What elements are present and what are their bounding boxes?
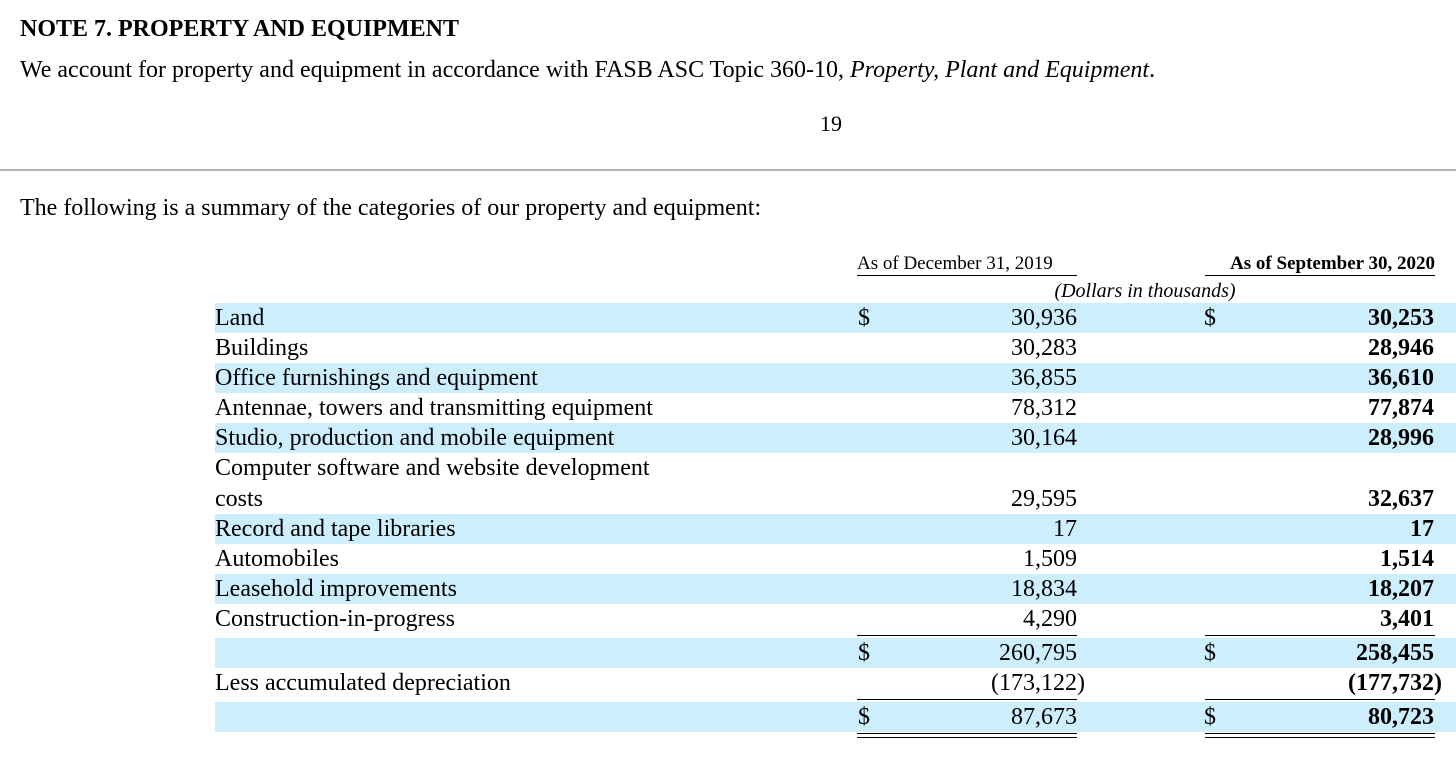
intro-italic-title: Property, Plant and Equipment: [849, 57, 1150, 83]
row-label: Antennae, towers and transmitting equipm…: [215, 395, 653, 421]
dollar-sign-2020: $: [1204, 305, 1216, 331]
value-2019: 30,283: [1011, 335, 1077, 361]
value-2020: 28,946: [1368, 335, 1434, 361]
value-2019: 17: [1053, 516, 1077, 542]
table-row: Studio, production and mobile equipment …: [215, 423, 1456, 453]
depreciation-2020: (177,732): [1348, 670, 1442, 696]
value-2020: 18,207: [1368, 576, 1434, 602]
subtotal-rule-2019: [857, 635, 1077, 636]
value-2020: 17: [1410, 516, 1434, 542]
value-2019: 30,936: [1011, 305, 1077, 331]
value-2019: 18,834: [1011, 576, 1077, 602]
row-label: Office furnishings and equipment: [215, 365, 538, 391]
row-label: Automobiles: [215, 546, 339, 572]
value-2019: 29,595: [1011, 486, 1077, 512]
table-row: Record and tape libraries 17 17: [215, 514, 1456, 544]
value-2019: 36,855: [1011, 365, 1077, 391]
table-row: Construction-in-progress 4,290 3,401: [215, 604, 1456, 634]
value-2020: 1,514: [1380, 546, 1434, 572]
dollar-sign-2019: $: [858, 305, 870, 331]
subtotal-row: $ 260,795 $ 258,455: [215, 638, 1456, 668]
subtotal-rule-2020: [1205, 635, 1435, 636]
table-row: Automobiles 1,509 1,514: [215, 544, 1456, 574]
value-2020: 77,874: [1368, 395, 1434, 421]
summary-sentence: The following is a summary of the catego…: [20, 195, 762, 221]
value-2019: 1,509: [1023, 546, 1077, 572]
page-number: 19: [820, 111, 842, 136]
table-row: Buildings 30,283 28,946: [215, 333, 1456, 363]
depreciation-2019: (173,122): [991, 670, 1085, 696]
dollar-sign-2019: $: [858, 704, 870, 730]
intro-end: .: [1149, 57, 1156, 83]
net-rule-2020: [1205, 699, 1435, 700]
row-label: Land: [215, 305, 265, 331]
dollar-sign-2020: $: [1204, 704, 1216, 730]
depreciation-row: Less accumulated depreciation (173,122) …: [215, 668, 1456, 698]
intro-text: We account for property and equipment in…: [20, 57, 850, 83]
value-2019: 30,164: [1011, 425, 1077, 451]
net-rule-2019: [857, 699, 1077, 700]
value-2020: 3,401: [1380, 606, 1434, 632]
row-label: Construction-in-progress: [215, 606, 455, 632]
units-caption: (Dollars in thousands): [1054, 280, 1236, 302]
table-row: Office furnishings and equipment 36,855 …: [215, 363, 1456, 393]
value-2020: 28,996: [1368, 425, 1434, 451]
table-row: Land $ 30,936 $ 30,253: [215, 303, 1456, 333]
net-double-rule-2019: [857, 733, 1077, 738]
dollar-sign-2019: $: [858, 640, 870, 666]
column-header-2019: As of December 31, 2019: [857, 253, 1077, 276]
subtotal-2019: 260,795: [999, 640, 1077, 666]
row-label: Buildings: [215, 335, 309, 361]
note-title: NOTE 7. PROPERTY AND EQUIPMENT: [20, 16, 459, 42]
table-row: Leasehold improvements 18,834 18,207: [215, 574, 1456, 604]
value-2020: 32,637: [1368, 486, 1434, 512]
row-label: Computer software and website developmen…: [215, 455, 650, 481]
net-double-rule-2020: [1205, 733, 1435, 738]
row-label-continued: costs: [215, 486, 263, 512]
table-row: Antennae, towers and transmitting equipm…: [215, 393, 1456, 423]
row-label: Record and tape libraries: [215, 516, 456, 542]
column-header-2020: As of September 30, 2020: [1205, 253, 1435, 276]
net-total-row: $ 87,673 $ 80,723: [215, 702, 1456, 732]
row-label: Studio, production and mobile equipment: [215, 425, 615, 451]
value-2019: 78,312: [1011, 395, 1077, 421]
net-2019: 87,673: [1011, 704, 1077, 730]
intro-paragraph: We account for property and equipment in…: [20, 55, 1155, 85]
value-2020: 36,610: [1368, 365, 1434, 391]
page-break-divider: [0, 169, 1456, 171]
value-2020: 30,253: [1368, 305, 1434, 331]
dollar-sign-2020: $: [1204, 640, 1216, 666]
row-label: Leasehold improvements: [215, 576, 457, 602]
table-row: Computer software and website developmen…: [215, 453, 1456, 513]
subtotal-2020: 258,455: [1356, 640, 1434, 666]
row-label: Less accumulated depreciation: [215, 670, 511, 696]
net-2020: 80,723: [1368, 704, 1434, 730]
value-2019: 4,290: [1023, 606, 1077, 632]
